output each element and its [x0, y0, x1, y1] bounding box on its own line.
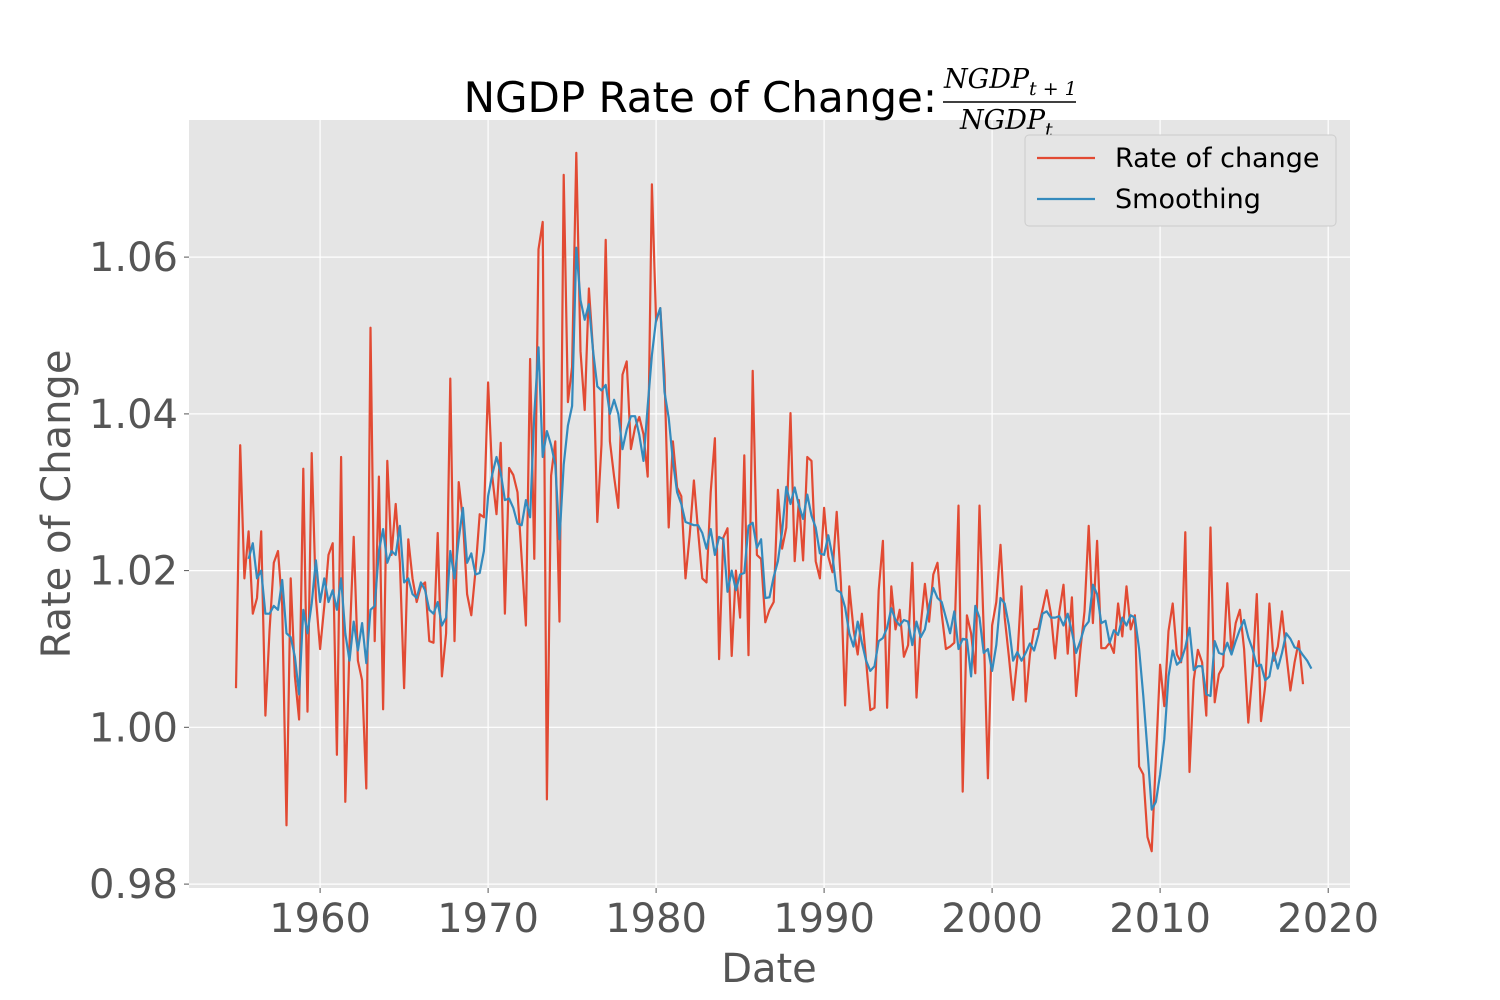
series-line-rate-of-change	[234, 151, 1305, 853]
fraction-numerator: NGDP	[943, 64, 1030, 95]
fraction-denominator: NGDP	[959, 105, 1046, 136]
chart-title-text: NGDP Rate of Change:	[464, 73, 937, 122]
y-tick-label: 1.00	[89, 705, 178, 751]
x-tick-label: 1970	[437, 896, 539, 942]
y-tick-label: 1.02	[89, 549, 178, 595]
plot-area	[189, 120, 1350, 888]
legend-box	[1024, 134, 1337, 227]
x-tick-label: 1990	[773, 896, 875, 942]
y-axis-ticks: 0.98 1.00 1.02 1.04 1.06	[89, 235, 189, 908]
y-tick-label: 0.98	[89, 862, 178, 908]
x-tick-label: 2000	[941, 896, 1043, 942]
series-line-smoothing	[247, 246, 1313, 811]
chart-title: NGDP Rate of Change: NGDPt + 1 NGDPt	[464, 64, 1077, 141]
fraction-numerator-subscript: t + 1	[1029, 78, 1077, 100]
title-fraction: NGDPt + 1 NGDPt	[943, 64, 1077, 141]
legend-label-rate-of-change: Rate of change	[1115, 143, 1319, 174]
x-tick-label: 2020	[1277, 896, 1379, 942]
y-tick-label: 1.04	[89, 392, 178, 438]
y-tick-label: 1.06	[89, 235, 178, 281]
legend-label-smoothing: Smoothing	[1115, 184, 1261, 215]
legend: Rate of change Smoothing	[1024, 134, 1337, 227]
x-tick-label: 1980	[605, 896, 707, 942]
fraction-denominator-subscript: t	[1045, 119, 1053, 141]
y-axis-title: Rate of Change	[34, 350, 80, 659]
x-axis-ticks: 1960 1970 1980 1990 2000 2010 2020	[269, 888, 1379, 942]
svg-text:NGDPt + 1: NGDPt + 1	[943, 64, 1077, 100]
grid	[189, 120, 1350, 888]
x-tick-label: 2010	[1109, 896, 1211, 942]
series-lines	[234, 151, 1313, 853]
x-axis-title: Date	[721, 946, 817, 992]
svg-text:NGDPt: NGDPt	[959, 105, 1053, 141]
x-tick-label: 1960	[269, 896, 371, 942]
